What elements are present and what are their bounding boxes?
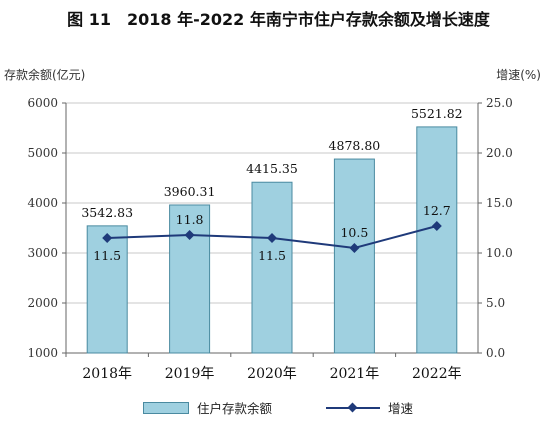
growth-value-label: 11.5 bbox=[93, 248, 121, 263]
chart-title: 图 11 2018 年-2022 年南宁市住户存款余额及增长速度 bbox=[67, 10, 490, 29]
bar bbox=[251, 181, 293, 354]
right-tick-label: 10.0 bbox=[486, 246, 513, 260]
left-tick-label: 1000 bbox=[27, 346, 58, 360]
right-tick-label: 0.0 bbox=[486, 346, 505, 360]
bar bbox=[169, 204, 211, 354]
x-category-label: 2022年 bbox=[412, 366, 462, 382]
left-tick-label: 2000 bbox=[27, 296, 58, 310]
legend-item-line: 增速 bbox=[326, 398, 413, 417]
bar bbox=[416, 126, 458, 354]
x-category-label: 2021年 bbox=[330, 366, 380, 382]
growth-value-label: 10.5 bbox=[340, 225, 368, 240]
right-tick-label: 25.0 bbox=[486, 96, 513, 110]
growth-value-label: 12.7 bbox=[423, 203, 451, 218]
legend-line-swatch bbox=[326, 402, 380, 414]
growth-point bbox=[349, 243, 360, 253]
left-tick-label: 6000 bbox=[27, 96, 58, 110]
x-category-label: 2020年 bbox=[247, 366, 297, 382]
chart-plot: 1000 0.0 2000 5.0 3000 10.0 4000 15.0 5000 20.0 60… bbox=[27, 96, 513, 382]
right-tick-label: 5.0 bbox=[486, 296, 505, 310]
bar-value-label: 3542.83 bbox=[81, 205, 133, 220]
bar-value-label: 4878.80 bbox=[329, 138, 381, 153]
bar bbox=[333, 158, 375, 354]
legend-line-label: 增速 bbox=[388, 401, 414, 416]
x-category-label: 2019年 bbox=[165, 366, 215, 382]
right-tick-label: 15.0 bbox=[486, 196, 513, 210]
growth-point bbox=[102, 233, 113, 243]
bar-value-label: 3960.31 bbox=[164, 184, 216, 199]
growth-point bbox=[184, 230, 195, 240]
legend-item-bar: 住户存款余额 bbox=[143, 398, 272, 417]
bar bbox=[86, 225, 128, 354]
growth-point bbox=[267, 233, 277, 243]
legend-bar-swatch bbox=[143, 401, 189, 414]
right-axis-label: 增速(%) bbox=[496, 68, 541, 82]
legend: 住户存款余额 增速 bbox=[0, 394, 557, 418]
left-tick-label: 5000 bbox=[27, 146, 58, 160]
x-category-label: 2018年 bbox=[82, 366, 132, 382]
bar-value-label: 5521.82 bbox=[411, 106, 463, 121]
right-tick-label: 20.0 bbox=[486, 146, 513, 160]
growth-point bbox=[431, 221, 442, 231]
growth-value-label: 11.8 bbox=[176, 212, 204, 227]
legend-bar-label: 住户存款余额 bbox=[197, 401, 273, 416]
left-axis-label: 存款余额(亿元) bbox=[4, 68, 86, 82]
bar-value-label: 4415.35 bbox=[246, 161, 298, 176]
left-tick-label: 3000 bbox=[27, 246, 58, 260]
growth-value-label: 11.5 bbox=[258, 248, 286, 263]
left-tick-label: 4000 bbox=[27, 196, 58, 210]
